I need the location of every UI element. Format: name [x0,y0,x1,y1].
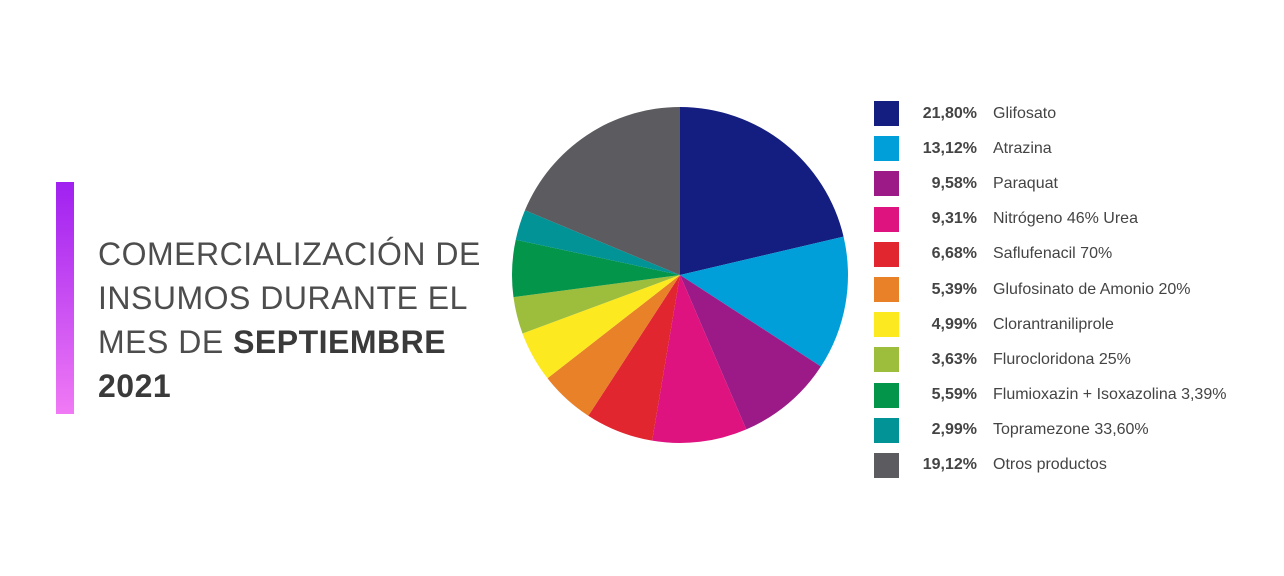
pie-slice-5 [588,275,680,441]
legend: 21,80% Glifosato 13,12% Atrazina 9,58% Paraqu… [874,96,1226,483]
pie-slice-8 [513,275,680,334]
legend-label: Flumioxazin + Isoxazolina 3,39% [993,386,1227,404]
legend-label: Nitrógeno 46% Urea [993,210,1138,228]
legend-item: 6,68% Saflufenacil 70% [874,237,1226,272]
legend-percentage: 9,58% [931,174,977,192]
legend-percentage: 4,99% [931,315,977,333]
legend-item: 21,80% Glifosato [874,96,1226,131]
chart-title: COMERCIALIZACIÓN DE INSUMOS DURANTE EL M… [98,232,518,408]
title-line-2: INSUMOS DURANTE EL [98,280,468,316]
legend-swatch [874,347,899,373]
legend-percentage: 21,80% [922,104,977,122]
title-line-3-bold: SEPTIEMBRE 2021 [98,324,447,404]
pie-slice-6 [547,275,680,416]
legend-label: Glufosinato de Amonio 20% [993,280,1191,298]
legend-percentage: 2,99% [931,421,977,439]
legend-label: Glifosato [993,104,1057,122]
legend-percentage: 9,31% [931,210,977,228]
legend-swatch [874,241,899,267]
legend-percentage: 3,63% [931,350,977,368]
legend-item: 13,12% Atrazina [874,131,1226,166]
legend-label: Atrazina [993,139,1052,157]
legend-percentage: 5,59% [931,386,977,404]
legend-item: 19,12% Otros productos [874,448,1226,483]
legend-swatch [874,277,899,303]
pie-slice-9 [512,239,680,298]
legend-swatch [874,417,899,443]
legend-item: 5,39% Glufosinato de Amonio 20% [874,272,1226,307]
legend-swatch [874,452,899,478]
legend-percentage: 19,12% [922,456,977,474]
legend-item: 5,59% Flumioxazin + Isoxazolina 3,39% [874,378,1226,413]
legend-swatch [874,382,899,408]
legend-label: Topramezone 33,60% [993,421,1149,439]
legend-swatch [874,312,899,338]
title-line-1: COMERCIALIZACIÓN DE [98,236,481,272]
legend-item: 2,99% Topramezone 33,60% [874,413,1226,448]
legend-label: Saflufenacil 70% [993,245,1113,263]
legend-swatch [874,101,899,127]
pie-slice-1 [680,107,844,275]
legend-item: 9,58% Paraquat [874,166,1226,201]
legend-swatch [874,136,899,162]
legend-percentage: 6,68% [931,245,977,263]
pie-slice-10 [515,210,680,275]
legend-swatch [874,171,899,197]
legend-label: Flurocloridona 25% [993,350,1131,368]
legend-item: 3,63% Flurocloridona 25% [874,342,1226,377]
legend-item: 9,31% Nitrógeno 46% Urea [874,202,1226,237]
legend-swatch [874,206,899,232]
legend-item: 4,99% Clorantraniliprole [874,307,1226,342]
pie-slice-7 [522,275,680,379]
pie-slice-4 [652,275,747,443]
pie-slice-3 [680,275,821,430]
title-line-3-prefix: MES DE [98,324,234,360]
legend-percentage: 13,12% [922,139,977,157]
legend-label: Otros productos [993,456,1107,474]
legend-label: Paraquat [993,174,1058,192]
legend-label: Clorantraniliprole [993,315,1114,333]
legend-percentage: 5,39% [931,280,977,298]
title-line-3: MES DE SEPTIEMBRE 2021 [98,320,518,408]
accent-bar [56,182,74,414]
pie-slice-11 [524,107,680,275]
pie-slice-2 [680,236,848,367]
